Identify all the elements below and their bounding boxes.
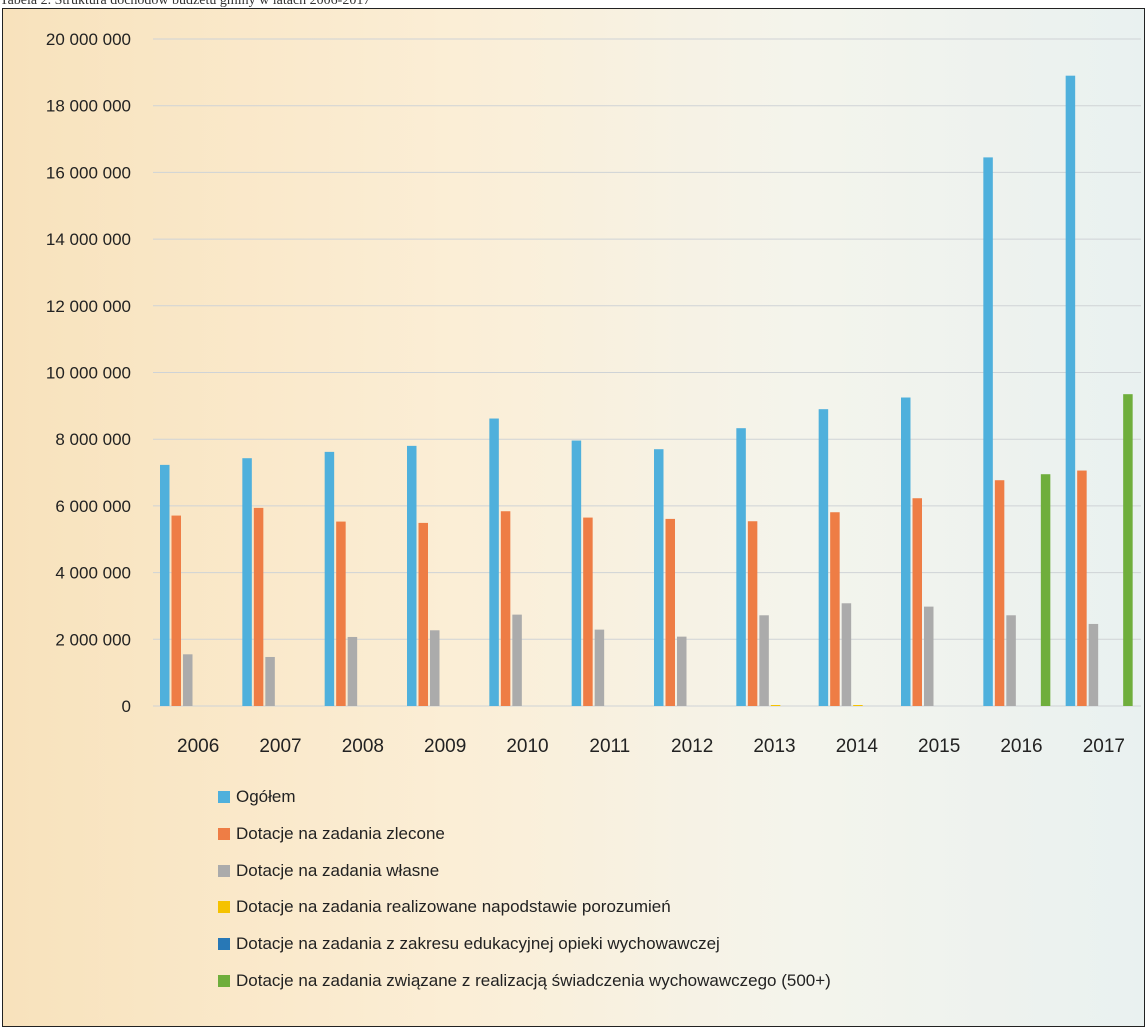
- x-tick-label: 2006: [177, 736, 219, 757]
- legend-item: Dotacje na zadania własne: [218, 852, 1118, 889]
- bar: [265, 656, 275, 706]
- legend: Ogółem Dotacje na zadania zlecone Dotacje …: [218, 779, 1118, 999]
- bar: [407, 445, 417, 706]
- bar: [654, 449, 664, 706]
- bar: [1006, 615, 1016, 706]
- y-tick-label: 8 000 000: [55, 430, 131, 449]
- bar: [594, 629, 605, 706]
- legend-label: Dotacje na zadania związane z realizacją…: [236, 970, 831, 990]
- bar: [336, 521, 346, 706]
- bar: [500, 511, 511, 706]
- x-tick-label: 2016: [1000, 736, 1042, 757]
- chart-frame: 0 2 000 000 4 000 000 6 000 000 8 000 000 10 …: [2, 8, 1145, 1027]
- y-tick-label: 2 000 000: [55, 630, 131, 649]
- bar-chart: 0 2 000 000 4 000 000 6 000 000 8 000 000 10 …: [46, 30, 1141, 757]
- bar: [736, 428, 746, 706]
- y-tick-label: 14 000 000: [46, 230, 131, 249]
- y-tick-label: 0: [122, 697, 131, 716]
- x-tick-label: 2011: [589, 736, 630, 757]
- y-axis-ticks: 0 2 000 000 4 000 000 6 000 000 8 000 000 10 …: [46, 30, 131, 716]
- y-tick-label: 10 000 000: [46, 364, 131, 383]
- bar: [924, 606, 934, 706]
- y-tick-label: 4 000 000: [55, 564, 131, 583]
- legend-label: Ogółem: [236, 787, 296, 807]
- bar: [1077, 470, 1087, 706]
- legend-swatch: [218, 901, 230, 914]
- bar: [853, 704, 863, 706]
- legend-label: Dotacje na zadania realizowane napodstaw…: [236, 897, 671, 917]
- x-tick-label: 2014: [836, 736, 879, 757]
- legend-item: Dotacje na zadania związane z realizacją…: [218, 962, 1118, 999]
- bar: [983, 157, 993, 706]
- bar: [1065, 75, 1076, 706]
- bar: [242, 458, 252, 706]
- y-tick-label: 6 000 000: [55, 497, 131, 516]
- bar: [583, 517, 593, 706]
- bar: [994, 480, 1005, 706]
- bar: [665, 518, 675, 706]
- bar: [1040, 474, 1051, 706]
- bar: [770, 704, 781, 706]
- legend-item: Dotacje na zadania z zakresu edukacyjnej…: [218, 926, 1118, 963]
- y-tick-label: 12 000 000: [46, 297, 131, 316]
- x-tick-label: 2017: [1083, 736, 1125, 757]
- legend-swatch: [218, 828, 230, 841]
- x-axis-ticks: 2006 2007 2008 2009 2010 2011 2012 2013 2014 2015…: [177, 736, 1125, 757]
- legend-swatch: [218, 864, 230, 877]
- legend-swatch: [218, 791, 230, 804]
- x-tick-label: 2008: [342, 736, 384, 757]
- y-tick-label: 16 000 000: [46, 163, 131, 182]
- bar: [1123, 394, 1133, 706]
- legend-label: Dotacje na zadania zlecone: [236, 824, 445, 844]
- bar: [253, 507, 264, 706]
- x-tick-label: 2013: [753, 736, 795, 757]
- bar: [324, 451, 335, 706]
- x-tick-label: 2007: [259, 736, 301, 757]
- bar: [1088, 623, 1099, 706]
- y-tick-label: 20 000 000: [46, 30, 131, 49]
- bar: [912, 498, 922, 706]
- page-caption: Tabela 2. Struktura dochodów budżetu gmi…: [0, 0, 371, 8]
- legend-item: Dotacje na zadania zlecone: [218, 816, 1118, 853]
- bar: [183, 654, 193, 706]
- bar: [347, 636, 358, 706]
- bar: [747, 521, 758, 706]
- bars: [160, 75, 1133, 706]
- legend-swatch: [218, 974, 230, 987]
- bar: [418, 522, 428, 706]
- x-tick-label: 2015: [918, 736, 960, 757]
- bar: [171, 515, 181, 706]
- bar: [841, 603, 852, 706]
- bar: [901, 397, 911, 706]
- y-tick-label: 18 000 000: [46, 97, 131, 116]
- x-tick-label: 2009: [424, 736, 466, 757]
- gridlines: [153, 38, 1141, 707]
- legend-item: Ogółem: [218, 779, 1118, 816]
- legend-item: Dotacje na zadania realizowane napodstaw…: [218, 889, 1118, 926]
- legend-label: Dotacje na zadania z zakresu edukacyjnej…: [236, 934, 720, 954]
- x-tick-label: 2012: [671, 736, 713, 757]
- bar: [430, 630, 440, 706]
- legend-swatch: [218, 938, 230, 951]
- bar: [571, 440, 582, 706]
- bar: [677, 636, 687, 706]
- x-tick-label: 2010: [506, 736, 548, 757]
- bar: [759, 615, 769, 706]
- bar: [830, 512, 840, 706]
- bar: [160, 464, 170, 706]
- bar: [489, 418, 499, 706]
- bar: [512, 614, 522, 706]
- legend-label: Dotacje na zadania własne: [236, 860, 440, 880]
- bar: [818, 409, 829, 706]
